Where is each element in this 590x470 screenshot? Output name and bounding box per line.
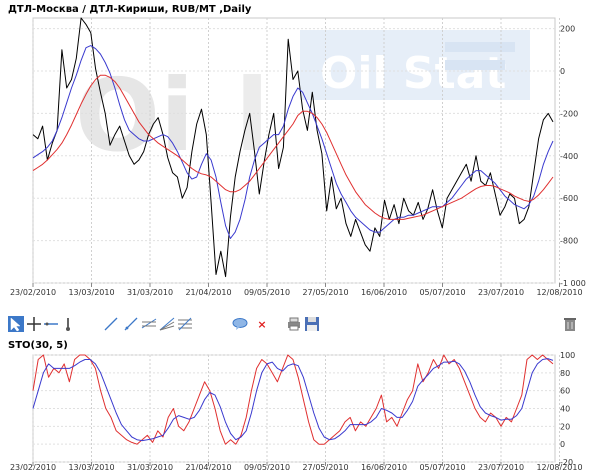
- main-y-tick-label: -200: [560, 109, 578, 118]
- pointer-tool-button[interactable]: [8, 316, 24, 332]
- horizontal-line-icon: [44, 322, 58, 326]
- main-y-axis: 200 0 -200 -400 -600 -800 -1 000: [560, 25, 586, 288]
- main-x-tick-label: 09/05/2010: [244, 288, 290, 297]
- main-y-tick-label: 0: [560, 67, 565, 76]
- main-x-tick-label: 31/03/2010: [127, 288, 173, 297]
- vertical-line-icon: [66, 318, 70, 331]
- trash-icon: [564, 318, 576, 331]
- sto-chart-title: STO(30, 5): [8, 340, 68, 351]
- print-tool-button[interactable]: [286, 316, 302, 332]
- main-y-tick-label: -800: [560, 237, 578, 246]
- main-grid: [32, 17, 560, 284]
- main-x-axis: 23/02/2010 13/03/2010 31/03/2010 21/04/2010…: [10, 283, 583, 297]
- main-y-tick-label: 200: [560, 25, 575, 34]
- delete-object-icon: ×: [257, 318, 266, 331]
- sto-y-tick-label: 0: [560, 440, 565, 449]
- sto-x-axis: 23/02/2010 13/03/2010 31/03/2010 21/04/2010…: [10, 462, 583, 470]
- main-x-tick-label: 13/03/2010: [68, 288, 114, 297]
- sto-y-axis: 100 80 60 40 20 0 -20: [560, 351, 575, 467]
- drawing-toolbar: ×: [0, 314, 590, 334]
- sto-chart[interactable]: 100 80 60 40 20 0 -20 23/02/2010 13/03/2010 31/0…: [0, 350, 590, 470]
- sto-x-tick-label: 23/02/2010: [10, 463, 56, 470]
- save-disk-tool-button[interactable]: [304, 316, 320, 332]
- sto-x-tick-label: 05/07/2010: [419, 463, 465, 470]
- delete-object-tool-button[interactable]: ×: [254, 316, 270, 332]
- oilstat-watermark: Oi l Oil Stat: [75, 30, 530, 174]
- fibonacci-retracement-tool-button[interactable]: [177, 316, 193, 332]
- horizontal-line-tool-button[interactable]: [43, 316, 59, 332]
- sto-y-tick-label: 40: [560, 405, 570, 414]
- comment-bubble-tool-button[interactable]: [232, 316, 248, 332]
- sto-x-tick-label: 31/03/2010: [127, 463, 173, 470]
- sto-x-tick-label: 09/05/2010: [244, 463, 290, 470]
- sto-y-tick-label: 100: [560, 351, 575, 360]
- trash-tool-button[interactable]: [562, 316, 578, 332]
- main-series-slow_ma: [32, 74, 554, 220]
- parallel-channel-tool-button[interactable]: [141, 316, 157, 332]
- fibonacci-fan-tool-button[interactable]: [159, 316, 175, 332]
- watermark-text: Oil Stat: [320, 48, 506, 99]
- main-x-tick-label: 27/05/2010: [302, 288, 348, 297]
- sto-series-d: [32, 358, 554, 442]
- sto-series-k: [32, 354, 554, 445]
- sto-y-tick-label: 20: [560, 422, 570, 431]
- crosshair-tool-button[interactable]: [26, 316, 42, 332]
- main-x-tick-label: 23/07/2010: [478, 288, 524, 297]
- svg-text:l: l: [235, 57, 269, 174]
- svg-text:×: ×: [257, 318, 266, 331]
- crosshair-icon: [27, 317, 41, 331]
- sto-x-tick-label: 13/03/2010: [68, 463, 114, 470]
- sto-series: [32, 354, 554, 445]
- save-disk-icon: [305, 317, 319, 331]
- print-icon: [288, 317, 300, 331]
- main-y-tick-label: -1 000: [560, 279, 586, 288]
- ray-line-icon: [124, 317, 138, 331]
- sto-y-tick-label: 80: [560, 369, 570, 378]
- main-x-tick-label: 05/07/2010: [419, 288, 465, 297]
- main-x-tick-label: 21/04/2010: [185, 288, 231, 297]
- main-series: [32, 17, 554, 278]
- sto-x-tick-label: 21/04/2010: [185, 463, 231, 470]
- main-x-tick-label: 12/08/2010: [536, 288, 582, 297]
- ray-line-tool-button[interactable]: [123, 316, 139, 332]
- svg-text:Oi: Oi: [75, 57, 194, 174]
- sto-x-tick-label: 23/07/2010: [478, 463, 524, 470]
- vertical-line-tool-button[interactable]: [60, 316, 76, 332]
- sto-y-tick-label: 60: [560, 387, 570, 396]
- comment-bubble-icon: [232, 318, 248, 330]
- main-x-tick-label: 16/06/2010: [361, 288, 407, 297]
- main-chart-title: ДТЛ-Москва / ДТЛ-Кириши, RUB/MT ,Daily: [8, 4, 252, 15]
- main-x-tick-label: 23/02/2010: [10, 288, 56, 297]
- parallel-channel-icon: [141, 318, 157, 329]
- fibonacci-retracement-icon: [178, 317, 192, 331]
- main-series-price: [32, 17, 554, 278]
- trend-line-icon: [104, 317, 118, 331]
- main-y-tick-label: -400: [560, 152, 578, 161]
- sto-x-tick-label: 12/08/2010: [536, 463, 582, 470]
- fibonacci-fan-icon: [159, 317, 175, 331]
- sto-x-tick-label: 27/05/2010: [302, 463, 348, 470]
- sto-grid: [32, 354, 560, 463]
- trend-line-tool-button[interactable]: [103, 316, 119, 332]
- main-chart[interactable]: Oi l Oil Stat 200 0 -200 -400 -600 -800 -1 000…: [0, 0, 590, 314]
- main-y-tick-label: -600: [560, 194, 578, 203]
- main-series-fast_ma: [32, 45, 554, 239]
- sto-x-tick-label: 16/06/2010: [361, 463, 407, 470]
- sto-y-tick-label: -20: [560, 458, 573, 467]
- pointer-icon: [10, 317, 21, 332]
